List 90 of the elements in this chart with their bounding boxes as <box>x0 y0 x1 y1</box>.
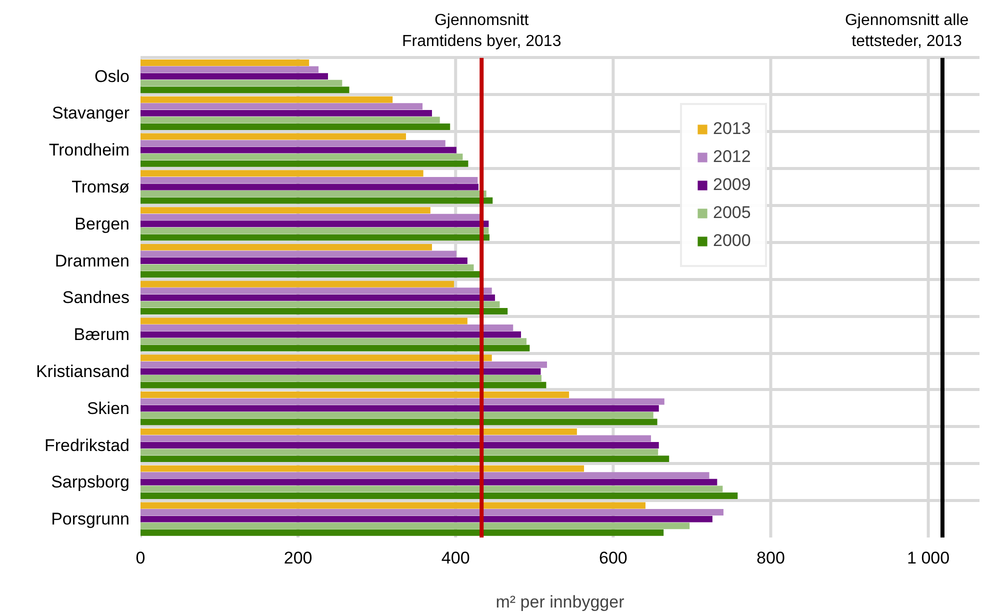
bar <box>140 361 547 368</box>
bar <box>140 244 432 250</box>
x-tick-label: 800 <box>756 548 785 568</box>
bar <box>140 492 738 499</box>
bar <box>140 418 658 426</box>
x-axis-title: m² per innbygger <box>496 592 625 612</box>
bar <box>140 234 490 241</box>
ref-line-label: Gjennomsnitt Framtidens byer, 2013 <box>402 12 562 50</box>
bar <box>140 86 350 94</box>
y-tick-label: Tromsø <box>72 177 130 196</box>
bar <box>140 73 328 80</box>
bar <box>140 456 670 462</box>
bar <box>140 442 659 448</box>
bar <box>140 220 489 228</box>
bar <box>140 133 406 140</box>
bar <box>140 264 474 271</box>
bar <box>140 140 446 147</box>
bar <box>140 405 659 412</box>
y-tick-label: Skien <box>86 398 130 418</box>
bar <box>140 478 718 486</box>
bar <box>140 448 658 456</box>
bar <box>140 522 690 530</box>
legend-label: 2013 <box>713 119 751 139</box>
y-tick-label: Trondheim <box>48 140 130 160</box>
bar <box>140 294 496 301</box>
bar <box>140 59 310 66</box>
bar <box>140 227 489 234</box>
y-tick-label: Porsgrunn <box>51 510 130 529</box>
bar <box>140 412 654 418</box>
y-tick-label: Drammen <box>54 251 130 270</box>
bar <box>140 301 500 308</box>
legend-label: 2005 <box>713 203 751 223</box>
bar <box>140 529 664 536</box>
bar <box>140 382 546 388</box>
bar <box>140 338 527 345</box>
bar <box>140 486 723 492</box>
bar <box>140 318 468 324</box>
bar <box>140 190 486 197</box>
bar <box>140 368 541 375</box>
y-tick-label: Oslo <box>94 66 130 86</box>
y-tick-label: Bergen <box>74 214 130 234</box>
bar <box>140 472 710 479</box>
bar <box>140 280 454 288</box>
y-tick-label: Bærum <box>74 325 130 344</box>
bar <box>140 516 712 522</box>
y-tick-label: Fredrikstad <box>44 436 130 455</box>
bar <box>140 288 492 294</box>
bar <box>140 103 423 110</box>
bar <box>140 170 424 177</box>
bar <box>140 258 468 264</box>
bar <box>140 184 478 190</box>
bar <box>140 146 456 154</box>
bar <box>140 509 724 516</box>
bar <box>140 66 319 73</box>
bar <box>140 80 342 86</box>
y-tick-label: Sarpsborg <box>51 472 130 492</box>
bar <box>140 96 393 103</box>
bar <box>140 116 440 124</box>
bar <box>140 176 478 184</box>
x-tick-label: 600 <box>598 548 628 568</box>
bar <box>140 428 577 435</box>
bar <box>140 344 530 352</box>
y-tick-label: Stavanger <box>52 104 130 123</box>
ref-line-label: Gjennomsnitt alle tettsteder, 2013 <box>844 12 969 50</box>
legend-label: 2000 <box>713 231 751 251</box>
bar <box>140 197 493 204</box>
bar <box>140 308 508 314</box>
bar <box>140 392 570 398</box>
bar <box>140 250 456 258</box>
x-tick-label: 0 <box>136 548 146 568</box>
x-tick-label: 400 <box>441 548 470 568</box>
bar <box>140 375 542 382</box>
bar <box>140 502 646 509</box>
bar <box>140 207 430 214</box>
bar <box>140 354 492 362</box>
x-tick-label: 200 <box>284 548 312 568</box>
x-tick-label: 1 000 <box>907 548 950 568</box>
y-tick-label: Sandnes <box>62 288 130 308</box>
bar <box>140 160 468 167</box>
bar <box>140 331 522 338</box>
y-tick-label: Kristiansand <box>36 362 130 381</box>
bar <box>140 398 664 405</box>
legend-label: 2012 <box>713 147 751 167</box>
legend-label: 2009 <box>713 175 751 195</box>
bar <box>140 465 584 472</box>
bar <box>140 324 514 332</box>
bar <box>140 154 463 160</box>
bar <box>140 435 651 442</box>
bar <box>140 124 450 130</box>
bar <box>140 110 432 116</box>
